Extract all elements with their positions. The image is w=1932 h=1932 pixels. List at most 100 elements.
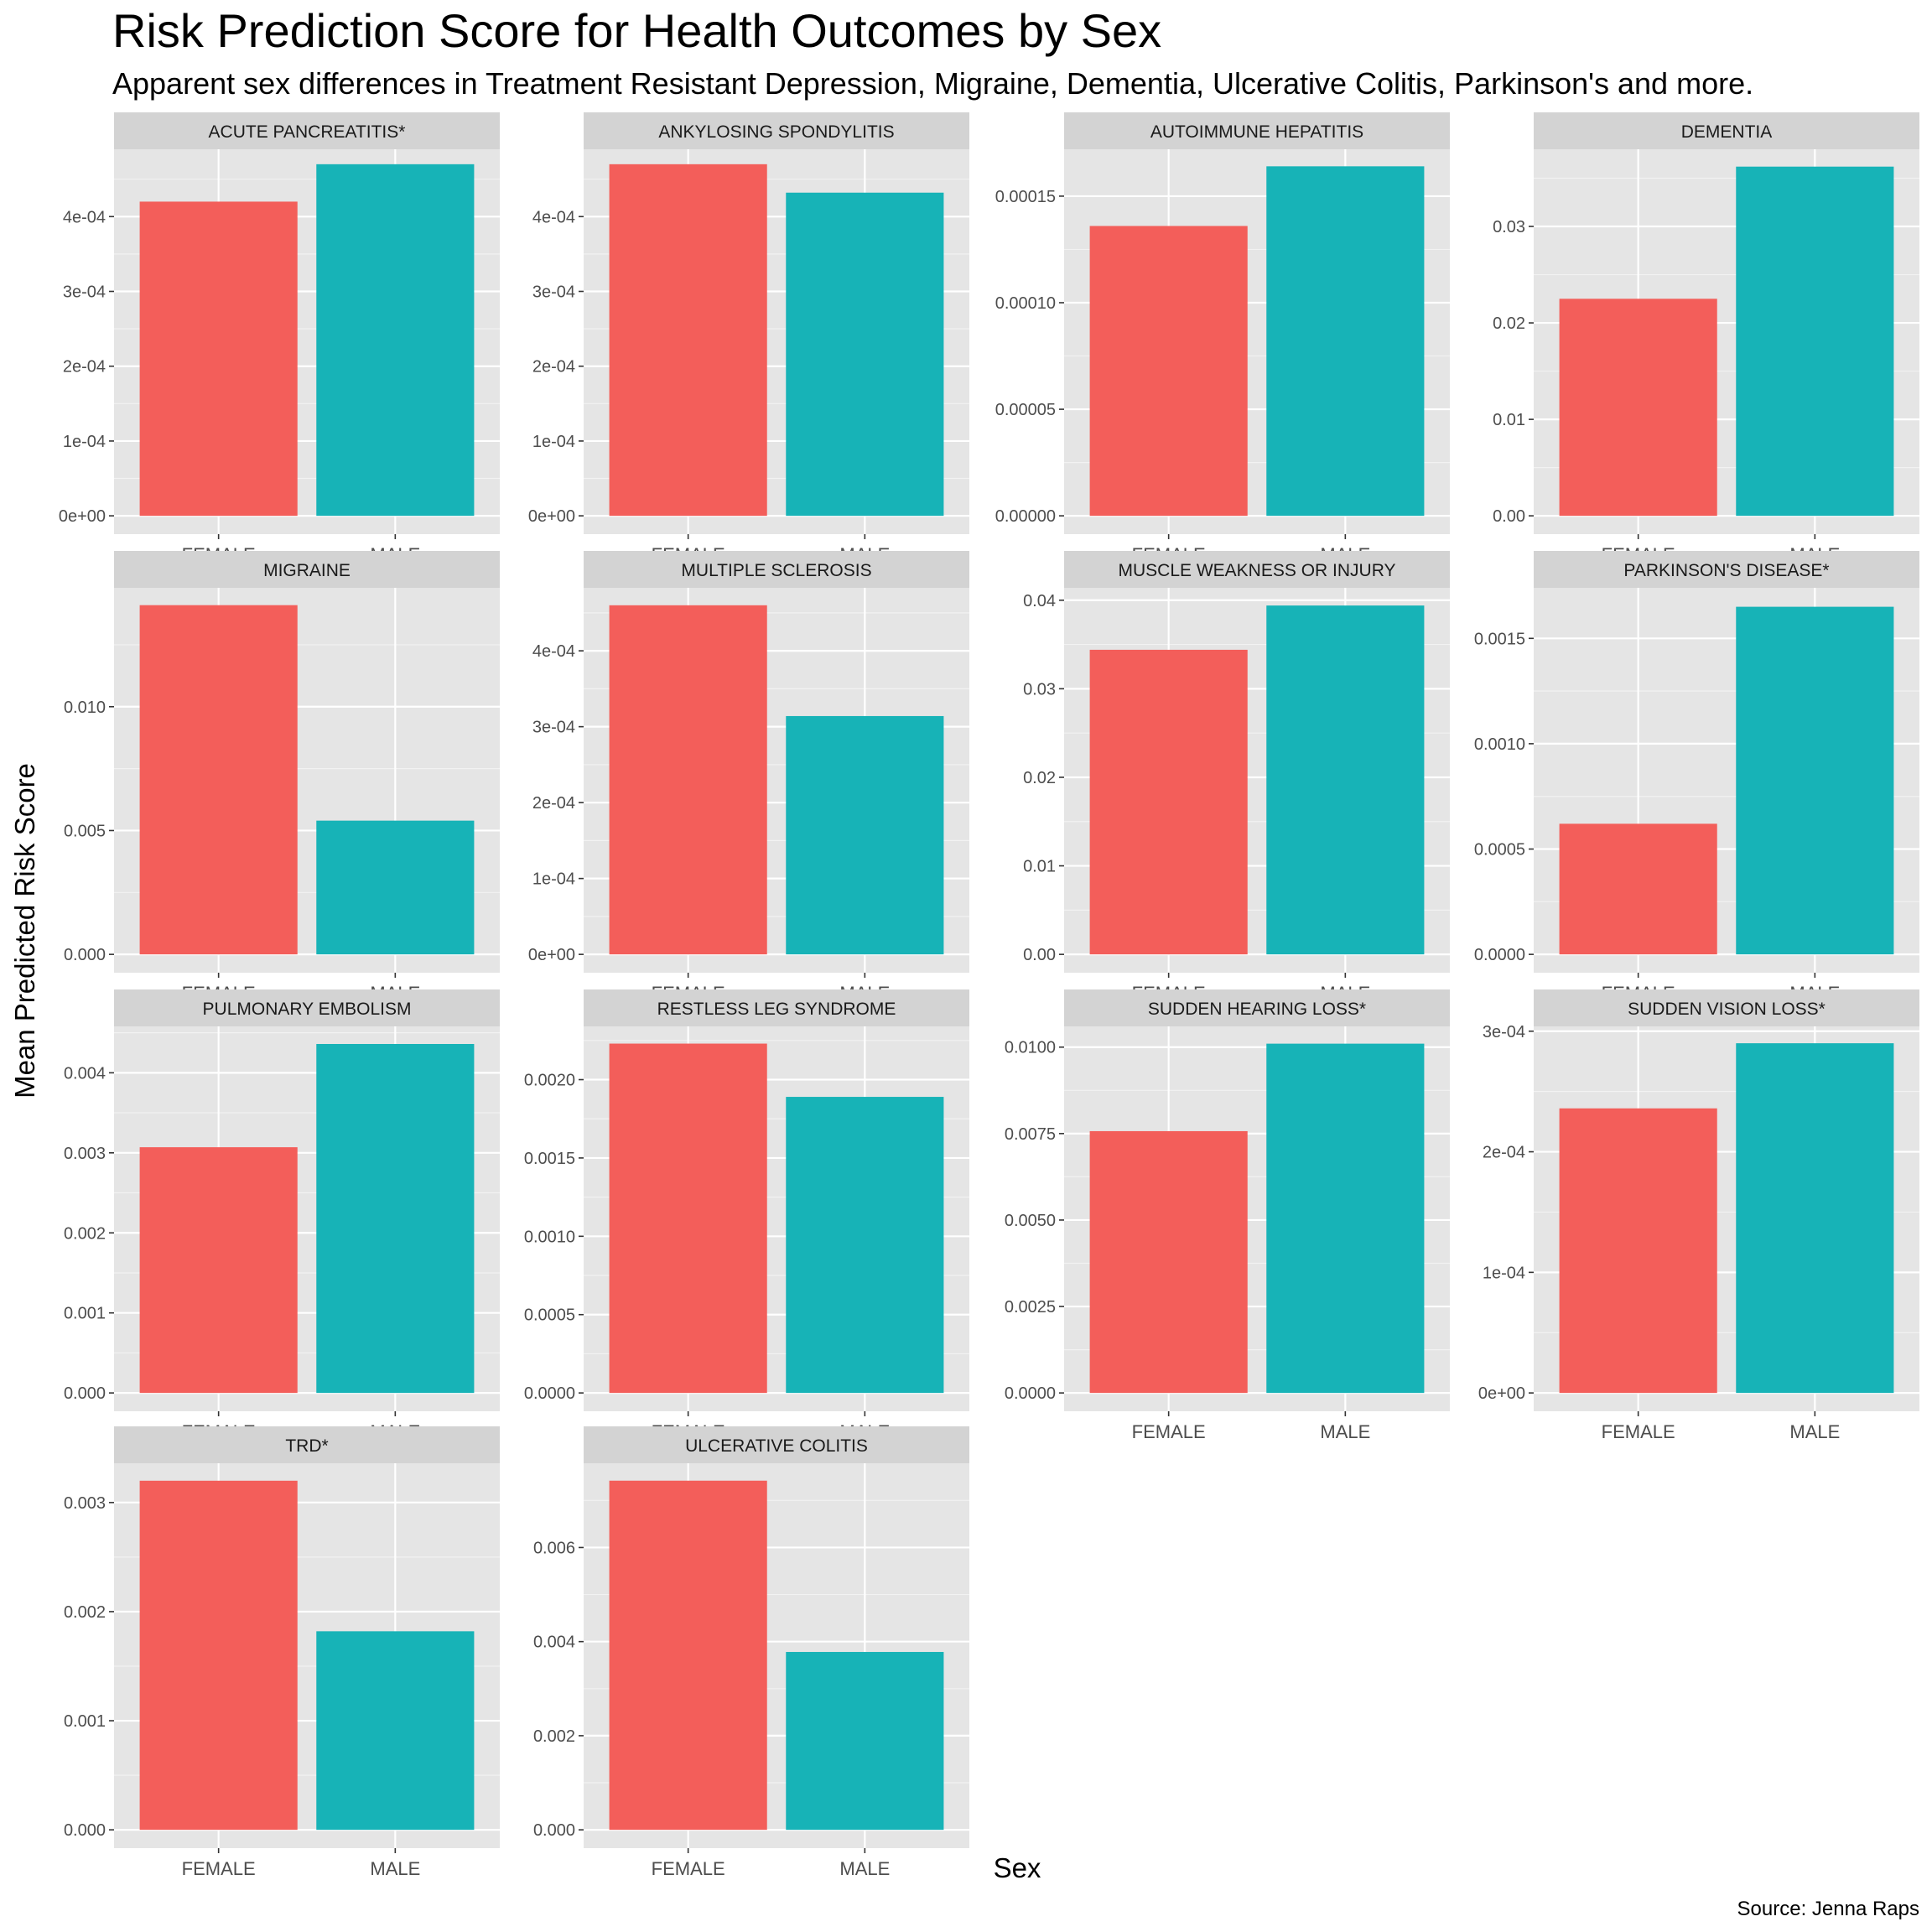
bar-female: [139, 1480, 298, 1831]
facet-title: ULCERATIVE COLITIS: [685, 1436, 868, 1456]
bar-male: [316, 820, 475, 955]
facet-title: PARKINSON'S DISEASE*: [1623, 561, 1829, 580]
x-axis-title: Sex: [993, 1852, 1041, 1883]
facet-strip: [1534, 551, 1919, 588]
y-tick-label: 1e-04: [63, 433, 106, 451]
y-tick-label: 0.01: [1493, 411, 1525, 429]
y-tick-label: 0.00015: [995, 188, 1056, 206]
facet-strip: [114, 989, 500, 1026]
y-tick-label: 0.03: [1023, 680, 1056, 699]
facet-strip: [1534, 112, 1919, 149]
y-tick-label: 0.000: [64, 946, 106, 964]
y-tick-label: 0.0015: [1474, 630, 1525, 648]
y-tick-label: 2e-04: [532, 358, 575, 377]
facet-title: MIGRAINE: [263, 561, 351, 580]
bar-male: [1736, 1043, 1894, 1394]
facet-title: SUDDEN HEARING LOSS*: [1148, 1000, 1366, 1019]
facet-strip: [584, 551, 969, 588]
bar-female: [609, 1480, 767, 1831]
facet-strip: [584, 989, 969, 1026]
facet-title: MULTIPLE SCLEROSIS: [681, 561, 871, 580]
y-tick-label: 0.004: [533, 1633, 575, 1652]
y-tick-label: 0.0000: [1474, 946, 1525, 964]
y-tick-label: 0.00005: [995, 401, 1056, 419]
facet-title: SUDDEN VISION LOSS*: [1628, 1000, 1826, 1019]
y-tick-label: 0e+00: [528, 507, 575, 526]
bar-female: [609, 1043, 767, 1394]
facet-panel: MUSCLE WEAKNESS OR INJURY 0.00 0.01 0.02 0.0…: [1023, 551, 1450, 1004]
y-tick-label: 3e-04: [532, 719, 575, 737]
x-tick-label: MALE: [1320, 1421, 1370, 1442]
y-tick-label: 0.005: [64, 822, 106, 840]
facet-panel: SUDDEN HEARING LOSS* 0.0000 0.0025 0.0050 0.…: [1005, 989, 1450, 1442]
facet-title: PULMONARY EMBOLISM: [203, 1000, 412, 1019]
bar-female: [139, 1147, 298, 1394]
y-axis-title: Mean Predicted Risk Score: [9, 763, 40, 1098]
y-tick-label: 0.00000: [995, 507, 1056, 526]
y-tick-label: 0.0100: [1005, 1039, 1056, 1057]
y-tick-label: 1e-04: [532, 433, 575, 451]
facet-panel: RESTLESS LEG SYNDROME 0.0000 0.0005 0.0010 0…: [524, 989, 969, 1442]
x-tick-label: MALE: [839, 1858, 890, 1879]
facet-panel: MULTIPLE SCLEROSIS 0e+00 1e-04 2e-04 3e-04 4e…: [528, 551, 969, 1004]
facet-title: RESTLESS LEG SYNDROME: [657, 1000, 896, 1019]
x-tick-label: FEMALE: [182, 1858, 256, 1879]
y-tick-label: 0.001: [64, 1305, 106, 1323]
y-tick-label: 0.04: [1023, 592, 1056, 610]
bar-female: [1559, 1108, 1717, 1394]
facet-strip: [114, 112, 500, 149]
y-tick-label: 0.03: [1493, 218, 1525, 236]
y-tick-label: 0.0005: [1474, 841, 1525, 860]
y-tick-label: 0e+00: [528, 946, 575, 964]
y-tick-label: 0.004: [64, 1064, 106, 1083]
x-tick-label: FEMALE: [1132, 1421, 1206, 1442]
bar-female: [1089, 1130, 1248, 1394]
facet-strip: [584, 1426, 969, 1463]
bar-male: [786, 1652, 944, 1831]
y-tick-label: 0.003: [64, 1145, 106, 1163]
y-tick-label: 3e-04: [532, 283, 575, 302]
x-tick-label: MALE: [1789, 1421, 1840, 1442]
y-tick-label: 2e-04: [1483, 1144, 1525, 1162]
bar-female: [609, 605, 767, 955]
facet-strip: [584, 112, 969, 149]
y-tick-label: 0.0010: [524, 1228, 575, 1246]
y-tick-label: 2e-04: [532, 794, 575, 813]
bar-female: [609, 164, 767, 517]
y-tick-label: 0.0000: [1005, 1384, 1056, 1403]
x-tick-label: MALE: [370, 1858, 420, 1879]
y-tick-label: 0e+00: [59, 507, 106, 526]
chart-title: Risk Prediction Score for Health Outcome…: [112, 4, 1162, 57]
bar-male: [786, 1097, 944, 1394]
bar-male: [316, 164, 475, 517]
facet-panel: PARKINSON'S DISEASE* 0.0000 0.0005 0.0010 0.…: [1474, 551, 1919, 1004]
y-tick-label: 0.000: [533, 1821, 575, 1840]
facet-title: ANKYLOSING SPONDYLITIS: [658, 122, 894, 142]
bar-male: [786, 192, 944, 517]
y-tick-label: 0.01: [1023, 858, 1056, 876]
bar-male: [1266, 1043, 1425, 1394]
y-tick-label: 0.0020: [524, 1072, 575, 1090]
facet-strip: [1064, 112, 1450, 149]
y-tick-label: 0.00: [1023, 946, 1056, 964]
bar-female: [1559, 299, 1717, 517]
y-tick-label: 0.0010: [1474, 735, 1525, 754]
bar-male: [316, 1043, 475, 1394]
y-tick-label: 0.00: [1493, 507, 1525, 526]
y-tick-label: 0.001: [64, 1712, 106, 1731]
bar-male: [786, 715, 944, 955]
facet-strip: [114, 551, 500, 588]
facet-strip: [1064, 989, 1450, 1026]
y-tick-label: 0.0075: [1005, 1125, 1056, 1144]
y-tick-label: 0.002: [64, 1224, 106, 1243]
bar-female: [1089, 649, 1248, 955]
y-tick-label: 3e-04: [63, 283, 106, 302]
y-tick-label: 1e-04: [1483, 1264, 1525, 1282]
y-tick-label: 0.010: [64, 699, 106, 717]
y-tick-label: 0.006: [533, 1539, 575, 1557]
y-tick-label: 0e+00: [1478, 1384, 1525, 1403]
facet-panel: ULCERATIVE COLITIS 0.000 0.002 0.004 0.006 FE…: [533, 1426, 969, 1879]
y-tick-label: 0.02: [1023, 769, 1056, 787]
y-tick-label: 0.0015: [524, 1150, 575, 1168]
